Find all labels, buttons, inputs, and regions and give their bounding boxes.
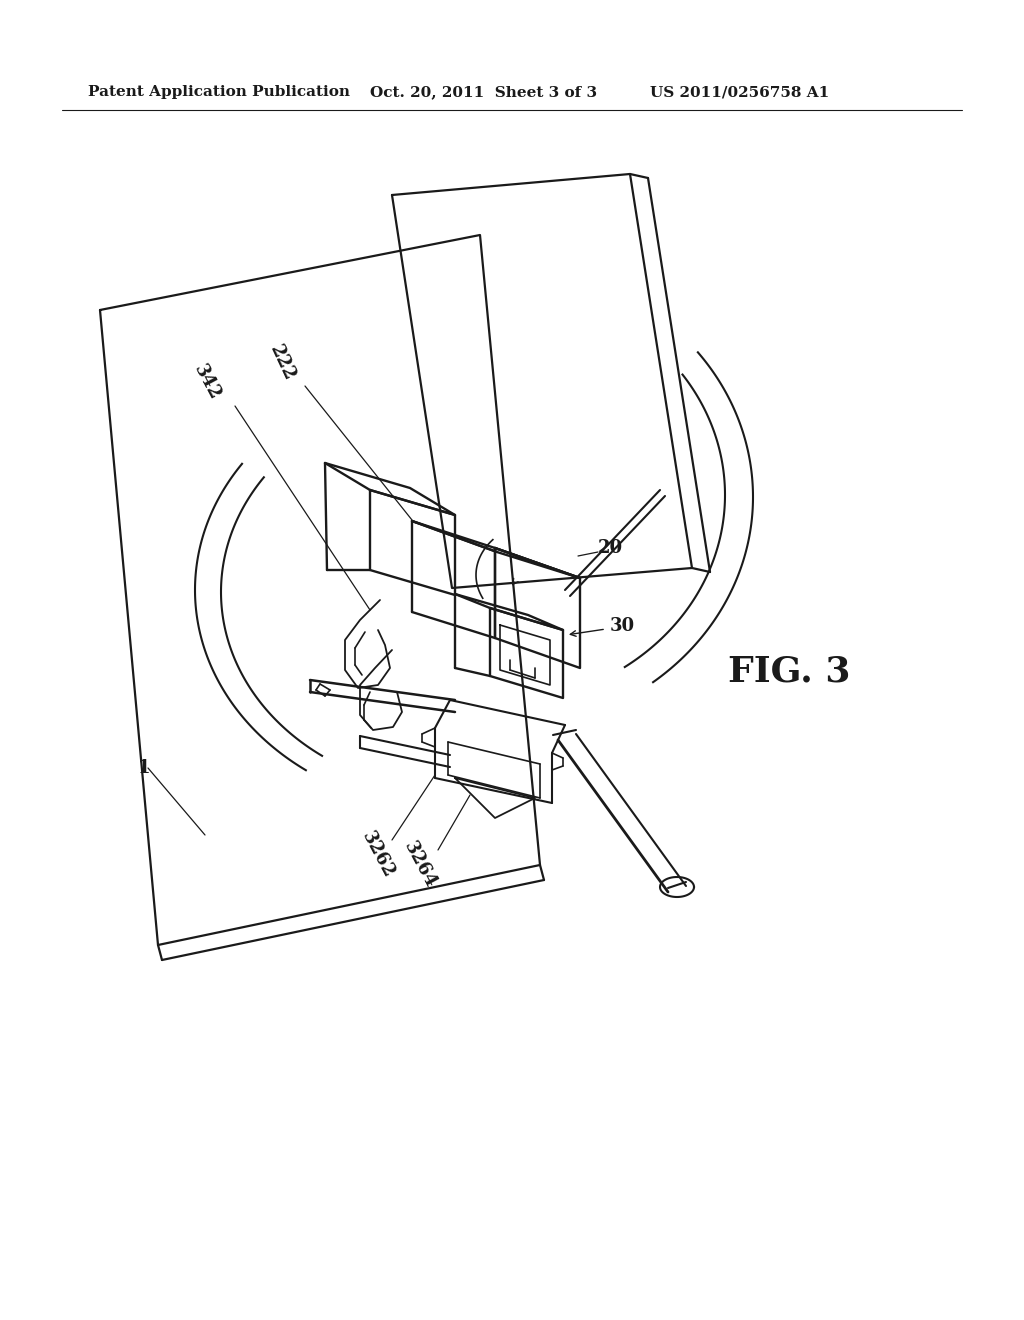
Text: 1: 1 [138, 759, 151, 777]
Text: Patent Application Publication: Patent Application Publication [88, 84, 350, 99]
Text: 222: 222 [266, 342, 298, 384]
Text: 30: 30 [610, 616, 635, 635]
Text: 3264: 3264 [400, 838, 439, 891]
Text: US 2011/0256758 A1: US 2011/0256758 A1 [650, 84, 829, 99]
Text: 342: 342 [190, 362, 224, 403]
Text: Oct. 20, 2011  Sheet 3 of 3: Oct. 20, 2011 Sheet 3 of 3 [370, 84, 597, 99]
Text: FIG. 3: FIG. 3 [728, 655, 851, 689]
Text: 20: 20 [598, 539, 624, 557]
Text: 3262: 3262 [358, 829, 397, 882]
